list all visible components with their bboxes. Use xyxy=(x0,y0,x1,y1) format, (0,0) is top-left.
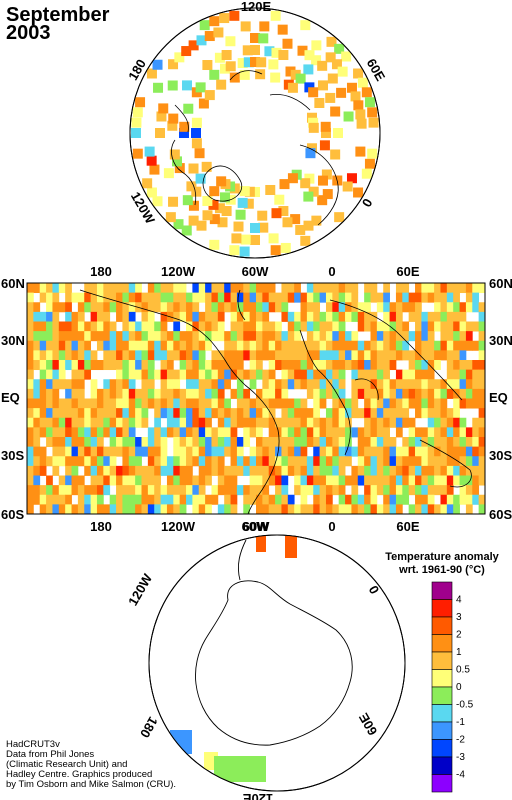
legend-swatch xyxy=(431,599,453,618)
legend-title-line1: Temperature anomaly xyxy=(385,551,499,563)
north-polar-coastlines xyxy=(171,70,339,226)
world-right-lat-60n: 60N xyxy=(489,276,512,291)
legend-swatch xyxy=(431,739,453,758)
credits-line: by Tim Osborn and Mike Salmon (CRU). xyxy=(6,779,176,790)
legend-swatch xyxy=(431,756,453,775)
legend-tick-label: 2 xyxy=(456,630,462,641)
north-lon-label-120e: 120E xyxy=(241,0,272,14)
legend-tick-label: -3 xyxy=(456,752,465,763)
world-bottom-lon-180: 180 xyxy=(90,519,112,534)
legend-tick-label: 3 xyxy=(456,612,462,623)
world-top-lon-120w: 120W xyxy=(161,264,196,279)
north-polar-anomaly-cells xyxy=(131,10,379,257)
world-anomaly-cells xyxy=(27,283,485,514)
south-lon-label-120e: 120E xyxy=(242,791,273,800)
legend-tick-label: 1 xyxy=(456,647,462,658)
title-year: 2003 xyxy=(6,22,51,44)
world-right-lat-eq: EQ xyxy=(489,390,508,405)
legend-tick-label: 0.5 xyxy=(456,665,470,676)
world-right-lat-60s: 60S xyxy=(489,507,512,522)
world-left-lat-eq: EQ xyxy=(1,390,20,405)
world-left-lat-labels: 60N 30N EQ 30S 60S xyxy=(1,276,25,522)
world-right-lat-30s: 30S xyxy=(489,448,512,463)
world-right-lat-labels: 60N 30N EQ 30S 60S xyxy=(489,276,512,522)
antarctic-peninsula-coastline xyxy=(237,539,247,581)
legend-swatch xyxy=(431,774,453,793)
world-coastlines xyxy=(79,289,472,514)
legend-swatch xyxy=(431,616,453,635)
world-right-lat-30n: 30N xyxy=(489,333,512,348)
legend-tick-label: 0 xyxy=(456,682,462,693)
world-bottom-lon-120w: 120W xyxy=(161,519,196,534)
south-lon-label-120w: 120W xyxy=(125,571,155,609)
world-top-lon-60w: 60W xyxy=(242,264,269,279)
legend-swatch xyxy=(431,581,453,600)
credits-block: HadCRUT3v Data from Phil Jones (Climatic… xyxy=(6,740,176,790)
legend-swatch xyxy=(431,669,453,688)
legend-tick-label: -1 xyxy=(456,717,465,728)
legend-swatch xyxy=(431,704,453,723)
legend-swatch xyxy=(431,686,453,705)
credits-line: HadCRUT3v xyxy=(6,739,60,750)
world-left-lat-60n: 60N xyxy=(1,276,25,291)
figure-title: September 2003 xyxy=(6,4,110,44)
south-polar-map: 120W 60W 0 60E 120E 180 xyxy=(125,519,406,800)
credits-line: (Climatic Research Unit) and xyxy=(6,759,128,770)
legend-tick-label: -0.5 xyxy=(456,700,474,711)
legend-swatch xyxy=(431,634,453,653)
south-lon-label-180: 180 xyxy=(137,714,161,740)
world-top-lon-60e: 60E xyxy=(396,264,419,279)
south-lon-label-60w: 60W xyxy=(243,519,270,534)
legend-tick-label: -2 xyxy=(456,735,465,746)
world-top-lon-180: 180 xyxy=(90,264,112,279)
legend-title: Temperature anomaly wrt. 1961-90 (°C) xyxy=(372,551,512,577)
antarctica-coastline xyxy=(195,580,353,746)
legend-tick-label: 4 xyxy=(456,595,462,606)
world-bottom-lon-0: 0 xyxy=(328,519,335,534)
world-bottom-lon-60w: 60W xyxy=(242,519,269,534)
world-left-lat-30s: 30S xyxy=(1,448,24,463)
legend-swatch xyxy=(431,651,453,670)
world-left-lat-60s: 60S xyxy=(1,507,24,522)
credits-line: Hadley Centre. Graphics produced xyxy=(6,769,153,780)
title-month: September xyxy=(6,4,110,26)
north-polar-map: 120E 60E 0 120W 180 xyxy=(125,0,388,259)
legend-swatch xyxy=(431,721,453,740)
credits-line: Data from Phil Jones xyxy=(6,749,95,760)
world-map: 180 120W 60W 0 60E 180 120W 60W 0 60E 60… xyxy=(1,264,512,534)
legend-colorbar: 4 3 2 1 0.5 0 -0.5 -1 -2 -3 -4 xyxy=(431,581,474,793)
world-bottom-lon-labels: 180 120W 60W 0 60E xyxy=(90,519,420,534)
north-lon-label-0: 0 xyxy=(359,196,376,210)
legend-tick-label: -4 xyxy=(456,770,465,781)
world-bottom-lon-60e: 60E xyxy=(396,519,419,534)
legend-title-line2: wrt. 1961-90 (°C) xyxy=(399,564,485,576)
world-top-lon-0: 0 xyxy=(328,264,335,279)
world-top-lon-labels: 180 120W 60W 0 60E xyxy=(90,264,420,279)
world-left-lat-30n: 30N xyxy=(1,333,25,348)
